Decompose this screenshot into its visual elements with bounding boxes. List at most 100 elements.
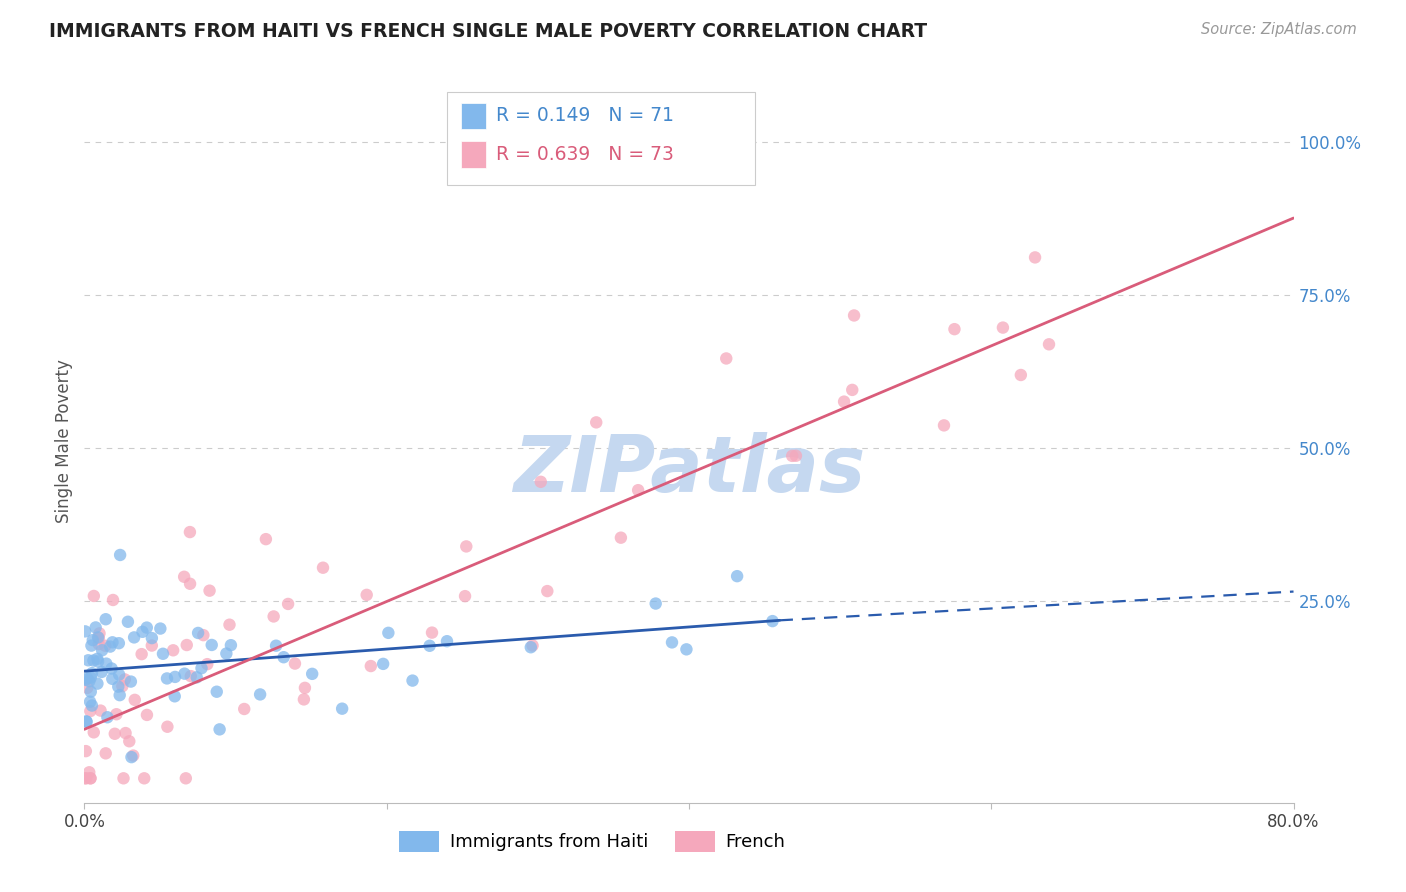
Point bbox=[79, 695, 101, 709]
Point bbox=[89, 626, 111, 640]
Point bbox=[716, 351, 738, 366]
Point bbox=[87, 631, 110, 645]
Point bbox=[536, 584, 558, 599]
Point bbox=[530, 475, 553, 489]
Point bbox=[122, 631, 145, 645]
Point bbox=[101, 635, 124, 649]
Point bbox=[86, 652, 108, 666]
Point bbox=[201, 638, 224, 652]
Point bbox=[131, 624, 153, 639]
Point bbox=[108, 688, 131, 702]
Point bbox=[86, 676, 108, 690]
Point bbox=[156, 672, 179, 686]
Point bbox=[725, 569, 748, 583]
Text: IMMIGRANTS FROM HAITI VS FRENCH SINGLE MALE POVERTY CORRELATION CHART: IMMIGRANTS FROM HAITI VS FRENCH SINGLE M… bbox=[49, 22, 928, 41]
Point bbox=[1010, 368, 1032, 382]
Point bbox=[330, 701, 353, 715]
Point bbox=[932, 418, 955, 433]
Point bbox=[179, 576, 201, 591]
Point bbox=[141, 639, 163, 653]
Point bbox=[163, 690, 186, 704]
Point bbox=[112, 772, 135, 786]
Point bbox=[520, 640, 543, 655]
Point bbox=[1038, 337, 1060, 351]
Point bbox=[135, 621, 157, 635]
Y-axis label: Single Male Poverty: Single Male Poverty bbox=[55, 359, 73, 524]
Point bbox=[83, 725, 105, 739]
Text: R = 0.149   N = 71: R = 0.149 N = 71 bbox=[496, 106, 675, 126]
Point bbox=[179, 524, 201, 539]
Text: R = 0.639   N = 73: R = 0.639 N = 73 bbox=[496, 145, 675, 164]
Point bbox=[173, 570, 195, 584]
Point bbox=[162, 643, 184, 657]
Point bbox=[96, 710, 118, 724]
Point bbox=[80, 698, 103, 713]
Point bbox=[96, 657, 118, 671]
Point bbox=[75, 744, 97, 758]
Point bbox=[176, 638, 198, 652]
Point bbox=[284, 657, 307, 671]
Point bbox=[79, 772, 101, 786]
Point bbox=[77, 674, 100, 689]
Point bbox=[180, 669, 202, 683]
Point bbox=[76, 671, 98, 685]
Point bbox=[82, 653, 104, 667]
Point bbox=[94, 639, 117, 653]
Point bbox=[173, 666, 195, 681]
Point bbox=[90, 704, 112, 718]
Point bbox=[90, 665, 112, 679]
Point bbox=[73, 772, 96, 786]
Point bbox=[454, 589, 477, 603]
Point bbox=[832, 394, 855, 409]
Point bbox=[661, 635, 683, 649]
Point bbox=[105, 707, 128, 722]
Point bbox=[80, 639, 103, 653]
Point bbox=[101, 593, 124, 607]
Point bbox=[108, 636, 131, 650]
Point bbox=[991, 320, 1014, 334]
Point bbox=[94, 612, 117, 626]
Point bbox=[585, 416, 607, 430]
Point bbox=[84, 620, 107, 634]
Point bbox=[273, 650, 295, 665]
Point bbox=[627, 483, 650, 498]
Point bbox=[174, 772, 197, 786]
Point bbox=[77, 653, 100, 667]
Point bbox=[79, 704, 101, 718]
Point bbox=[104, 727, 127, 741]
Point bbox=[644, 597, 666, 611]
Point bbox=[356, 588, 378, 602]
Point bbox=[249, 688, 271, 702]
Point bbox=[264, 639, 287, 653]
Text: ZIPatlas: ZIPatlas bbox=[513, 433, 865, 508]
Point bbox=[277, 597, 299, 611]
Point bbox=[419, 639, 441, 653]
Point bbox=[108, 667, 131, 681]
Point bbox=[117, 615, 139, 629]
Point bbox=[208, 723, 231, 737]
Point bbox=[842, 309, 865, 323]
Point bbox=[98, 640, 121, 654]
Point bbox=[456, 540, 478, 554]
Point bbox=[360, 659, 382, 673]
Point bbox=[80, 666, 103, 681]
Point bbox=[190, 661, 212, 675]
Point bbox=[118, 734, 141, 748]
Point bbox=[152, 647, 174, 661]
Point bbox=[79, 772, 101, 786]
Point bbox=[193, 628, 215, 642]
Point bbox=[87, 637, 110, 651]
Point bbox=[75, 673, 97, 687]
Point bbox=[131, 647, 153, 661]
Point bbox=[122, 748, 145, 763]
Point bbox=[943, 322, 966, 336]
Point bbox=[675, 642, 697, 657]
Point bbox=[841, 383, 863, 397]
Point bbox=[218, 617, 240, 632]
Point bbox=[114, 726, 136, 740]
Point bbox=[294, 681, 316, 695]
Point bbox=[198, 583, 221, 598]
Point bbox=[77, 765, 100, 780]
Point bbox=[94, 747, 117, 761]
Point bbox=[187, 626, 209, 640]
